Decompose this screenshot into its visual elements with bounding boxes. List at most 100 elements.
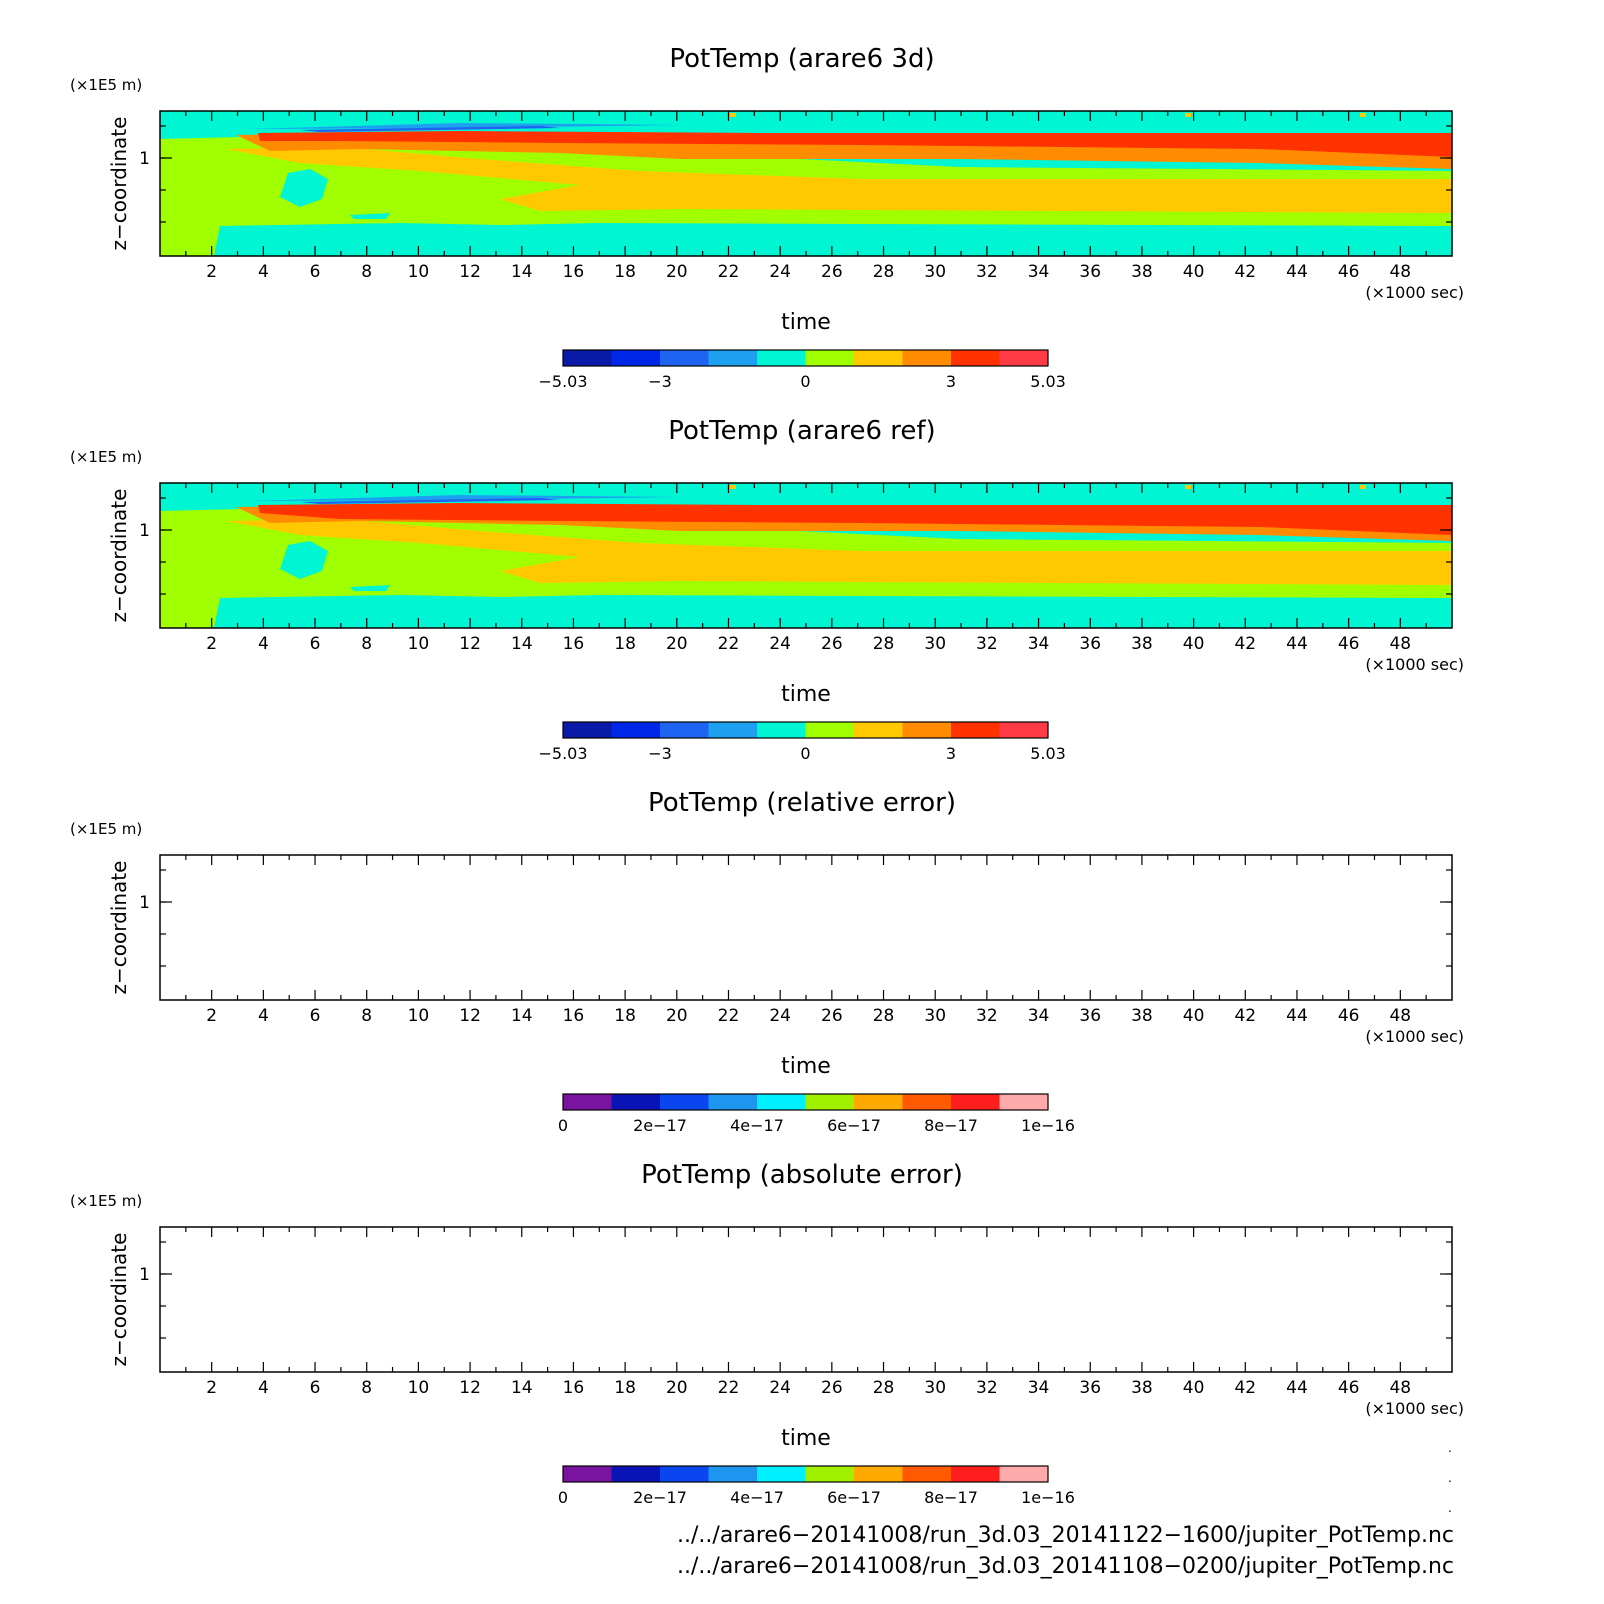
x-tick-label: 46 [1338, 262, 1360, 282]
x-tick-label: 4 [258, 1006, 269, 1026]
x-tick-label: 20 [666, 634, 688, 654]
y-axis-label: z−coordinate [107, 1233, 131, 1367]
colorbar-swatch [660, 1466, 709, 1482]
colorbar-swatch [854, 350, 903, 366]
colorbar-label: 6e−17 [827, 1488, 881, 1507]
x-tick-label: 26 [821, 634, 843, 654]
x-axis-label: time [781, 1426, 831, 1451]
x-tick-label: 16 [563, 262, 585, 282]
x-tick-label: 22 [718, 1378, 740, 1398]
colorbar-label: 2e−17 [633, 1116, 687, 1135]
colorbar-swatch [902, 1094, 952, 1110]
x-tick-label: 6 [310, 1006, 321, 1026]
x-tick-label: 14 [511, 1378, 533, 1398]
x-tick-label: 36 [1079, 634, 1101, 654]
x-tick-label: 36 [1079, 1378, 1101, 1398]
chart-panel-3: PotTemp (relative error) (×1E5 m) z−coordi… [70, 788, 1464, 1135]
colorbar-swatch [757, 1466, 806, 1482]
x-tick-label: 44 [1286, 1006, 1308, 1026]
y-tick-label: 1 [139, 893, 150, 913]
y-tick-label: 1 [139, 521, 150, 541]
x-tick-label: 38 [1131, 262, 1153, 282]
x-unit-label: (×1000 sec) [1365, 1399, 1464, 1418]
plot-frame [159, 1226, 1453, 1373]
colorbar-swatch [563, 1466, 612, 1482]
y-tick-label: 1 [139, 1265, 150, 1285]
colorbar-swatch [708, 1466, 758, 1482]
x-tick-label: 8 [361, 1378, 372, 1398]
x-tick-label: 34 [1028, 634, 1050, 654]
x-tick-label: 22 [718, 634, 740, 654]
x-unit-label: (×1000 sec) [1365, 1027, 1464, 1046]
x-tick-label: 18 [614, 1378, 636, 1398]
colorbar-label: 1e−16 [1021, 1116, 1075, 1135]
colorbar-swatch [805, 722, 855, 738]
field-fleck [1360, 485, 1366, 489]
x-tick-label: 44 [1286, 1378, 1308, 1398]
field-fleck [730, 485, 736, 489]
corner-dot: . [1448, 1501, 1452, 1515]
x-tick-label: 42 [1234, 1378, 1256, 1398]
x-tick-label: 26 [821, 1378, 843, 1398]
colorbar-label: 4e−17 [730, 1116, 784, 1135]
field-blue-streak [250, 495, 680, 501]
x-tick-label: 14 [511, 262, 533, 282]
colorbar-label: 3 [946, 372, 956, 391]
x-tick-label: 28 [873, 634, 895, 654]
x-tick-label: 48 [1389, 1378, 1411, 1398]
y-axis-label: z−coordinate [107, 861, 131, 995]
x-tick-label: 10 [408, 634, 430, 654]
chart-title: PotTemp (arare6 3d) [669, 44, 934, 74]
x-tick-label: 48 [1389, 262, 1411, 282]
colorbar-label: −5.03 [538, 744, 587, 763]
field-fleck [1185, 485, 1191, 489]
corner-dot: . [1448, 1441, 1452, 1455]
colorbar-swatch [757, 1094, 806, 1110]
x-axis-label: time [781, 310, 831, 335]
x-tick-label: 36 [1079, 1006, 1101, 1026]
y-unit-label: (×1E5 m) [70, 820, 142, 838]
x-tick-label: 30 [924, 1006, 946, 1026]
x-tick-label: 48 [1389, 634, 1411, 654]
colorbar-swatch [951, 722, 1000, 738]
x-tick-label: 4 [258, 262, 269, 282]
x-tick-label: 14 [511, 1006, 533, 1026]
colorbar-swatch [854, 722, 903, 738]
colorbar-swatch [708, 1094, 758, 1110]
x-tick-label: 8 [361, 262, 372, 282]
x-tick-label: 12 [459, 1378, 481, 1398]
field-fleck [1360, 113, 1366, 117]
x-tick-label: 24 [769, 262, 791, 282]
field-yellow-band [226, 519, 1452, 585]
x-tick-label: 34 [1028, 262, 1050, 282]
x-tick-label: 34 [1028, 1378, 1050, 1398]
x-tick-label: 2 [206, 1378, 217, 1398]
x-tick-label: 8 [361, 1006, 372, 1026]
x-tick-label: 22 [718, 1006, 740, 1026]
x-axis-label: time [781, 1054, 831, 1079]
colorbar-swatch [611, 722, 661, 738]
x-tick-label: 46 [1338, 1006, 1360, 1026]
colorbar-swatch [951, 1094, 1000, 1110]
x-tick-label: 42 [1234, 262, 1256, 282]
field-fleck [730, 113, 736, 117]
x-tick-label: 10 [408, 1378, 430, 1398]
x-tick-label: 32 [976, 262, 998, 282]
footer-path-1: ../../arare6−20141008/run_3d.03_20141122… [677, 1523, 1454, 1548]
colorbar-swatch [999, 350, 1049, 366]
colorbar-label: 2e−17 [633, 1488, 687, 1507]
x-tick-label: 2 [206, 262, 217, 282]
colorbar-swatch [708, 350, 758, 366]
x-tick-label: 30 [924, 262, 946, 282]
x-tick-label: 16 [563, 1378, 585, 1398]
x-tick-label: 12 [459, 262, 481, 282]
x-tick-label: 42 [1234, 1006, 1256, 1026]
colorbar-label: 5.03 [1030, 372, 1066, 391]
x-tick-label: 2 [206, 634, 217, 654]
x-unit-label: (×1000 sec) [1365, 655, 1464, 674]
colorbar-swatch [611, 1094, 661, 1110]
colorbar-swatch [999, 722, 1049, 738]
field-blue-streak [300, 126, 560, 132]
colorbar-label: 0 [800, 744, 810, 763]
